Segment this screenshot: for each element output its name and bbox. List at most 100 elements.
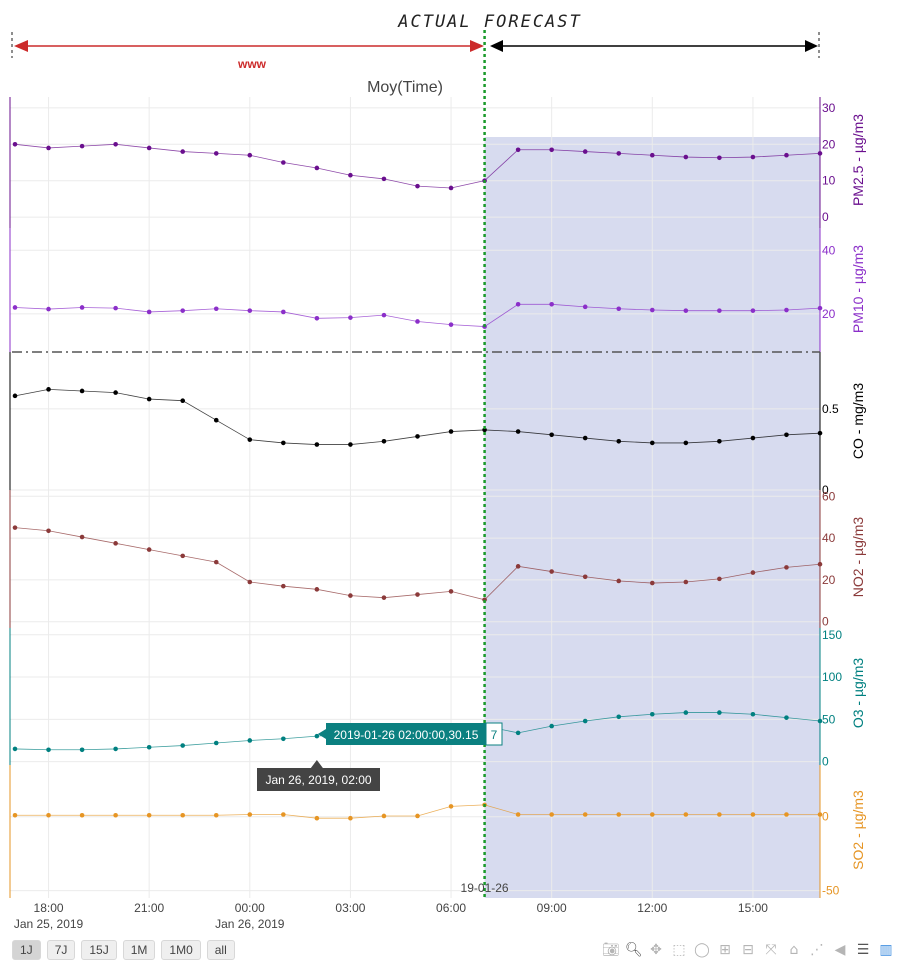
data-point xyxy=(582,812,588,817)
data-point xyxy=(247,579,253,585)
y-tick-label: 50 xyxy=(822,712,836,726)
data-point xyxy=(649,711,655,717)
data-point xyxy=(381,595,387,600)
data-point xyxy=(46,145,51,151)
data-point xyxy=(717,576,722,582)
data-point xyxy=(314,165,320,171)
hover-closest-icon[interactable]: ◀ xyxy=(834,942,846,958)
series-o3: 0 50 100 150 O3 - µg/m3 xyxy=(9,628,866,769)
data-point xyxy=(79,812,85,818)
data-point xyxy=(180,398,186,404)
data-point xyxy=(549,432,554,438)
data-point xyxy=(314,815,320,821)
data-point xyxy=(12,305,18,310)
y-axis-title: NO2 - µg/m3 xyxy=(850,517,866,598)
range-selector: 1J 7J 15J 1M 1M0 all xyxy=(12,940,235,960)
lasso-icon[interactable]: ◯ xyxy=(694,942,710,958)
actual-arrow-left-head xyxy=(14,40,28,52)
data-point xyxy=(113,541,118,546)
data-point xyxy=(213,740,219,746)
data-point xyxy=(46,306,51,312)
box-select-icon[interactable]: ⬚ xyxy=(672,942,686,958)
autoscale-icon[interactable]: ⤧ xyxy=(765,942,777,958)
data-point xyxy=(348,315,353,320)
data-point xyxy=(247,152,253,158)
data-point xyxy=(683,579,689,585)
data-point xyxy=(415,813,420,819)
data-point xyxy=(515,730,521,736)
y-tick-label: 20 xyxy=(822,307,836,321)
data-point xyxy=(146,547,152,552)
data-point xyxy=(146,309,152,315)
range-button-7j[interactable]: 7J xyxy=(46,940,76,960)
spike-lines-icon[interactable]: ⋰ xyxy=(810,942,824,958)
data-point xyxy=(381,438,387,444)
divider-label: 19-01-26 xyxy=(461,881,509,895)
data-point xyxy=(415,319,420,324)
data-point xyxy=(817,151,823,156)
range-button-1m[interactable]: 1M xyxy=(122,940,156,960)
zoom-in-icon[interactable]: ⊞ xyxy=(719,942,731,958)
data-point xyxy=(515,302,521,307)
data-point xyxy=(448,185,454,191)
zoom-out-icon[interactable]: ⊟ xyxy=(742,942,754,958)
data-point xyxy=(314,442,320,447)
data-point xyxy=(247,308,253,313)
data-point xyxy=(750,435,756,441)
forecast-arrow-left-head xyxy=(490,40,503,52)
data-point xyxy=(515,812,521,817)
range-button-1j[interactable]: 1J xyxy=(12,940,41,960)
data-point xyxy=(247,738,253,743)
y-tick-label: 0.5 xyxy=(822,402,839,416)
range-button-all[interactable]: all xyxy=(206,940,235,960)
data-point xyxy=(784,152,789,158)
data-point xyxy=(113,390,118,395)
data-point xyxy=(415,183,420,189)
data-point xyxy=(515,429,521,434)
x-tick-label: 09:00 xyxy=(537,901,567,915)
range-button-1m0[interactable]: 1M0 xyxy=(161,940,201,960)
plotly-logo-icon[interactable]: ▥ xyxy=(879,942,893,958)
range-button-15j[interactable]: 15J xyxy=(81,940,117,960)
data-point xyxy=(180,149,186,154)
y-axis-title: PM10 - µg/m3 xyxy=(850,245,866,333)
y-tick-label: 20 xyxy=(822,573,836,587)
zoom-icon[interactable]: 🔍︎ xyxy=(625,942,643,958)
camera-icon[interactable]: 📷︎ xyxy=(602,942,620,958)
data-point xyxy=(549,302,554,307)
reset-axes-icon[interactable]: ⌂ xyxy=(789,942,799,958)
x-tick-label: 12:00 xyxy=(637,901,667,915)
y-tick-label: 0 xyxy=(822,755,829,769)
data-point xyxy=(817,812,823,817)
hover-compare-icon[interactable]: ☰ xyxy=(856,942,870,958)
data-point xyxy=(247,437,253,442)
pan-icon[interactable]: ✥ xyxy=(650,942,662,958)
data-point xyxy=(549,147,554,153)
data-point xyxy=(180,812,186,818)
data-point xyxy=(281,309,286,315)
data-point xyxy=(314,733,320,739)
hover-tooltip: 2019-01-26 02:00:00,30.15 7 Jan 26, 2019, … xyxy=(257,722,503,791)
data-point xyxy=(79,305,85,310)
data-point xyxy=(415,592,420,597)
data-point xyxy=(549,723,554,729)
data-point xyxy=(616,151,622,156)
data-point xyxy=(515,147,521,153)
y-tick-label: 0 xyxy=(822,810,829,824)
data-point xyxy=(381,813,387,819)
data-point xyxy=(12,746,18,752)
data-point xyxy=(113,812,118,818)
y-tick-label: 0 xyxy=(822,210,829,224)
hover-box xyxy=(326,723,486,745)
data-point xyxy=(750,308,756,313)
data-point xyxy=(683,440,689,446)
data-point xyxy=(717,812,722,817)
data-point xyxy=(281,736,286,742)
x-tick-label: 00:00 xyxy=(235,901,265,915)
data-point xyxy=(616,306,622,312)
y-tick-label: -50 xyxy=(822,884,840,898)
www-annotation: www xyxy=(237,57,267,71)
data-point xyxy=(146,396,152,402)
data-point xyxy=(649,152,655,158)
